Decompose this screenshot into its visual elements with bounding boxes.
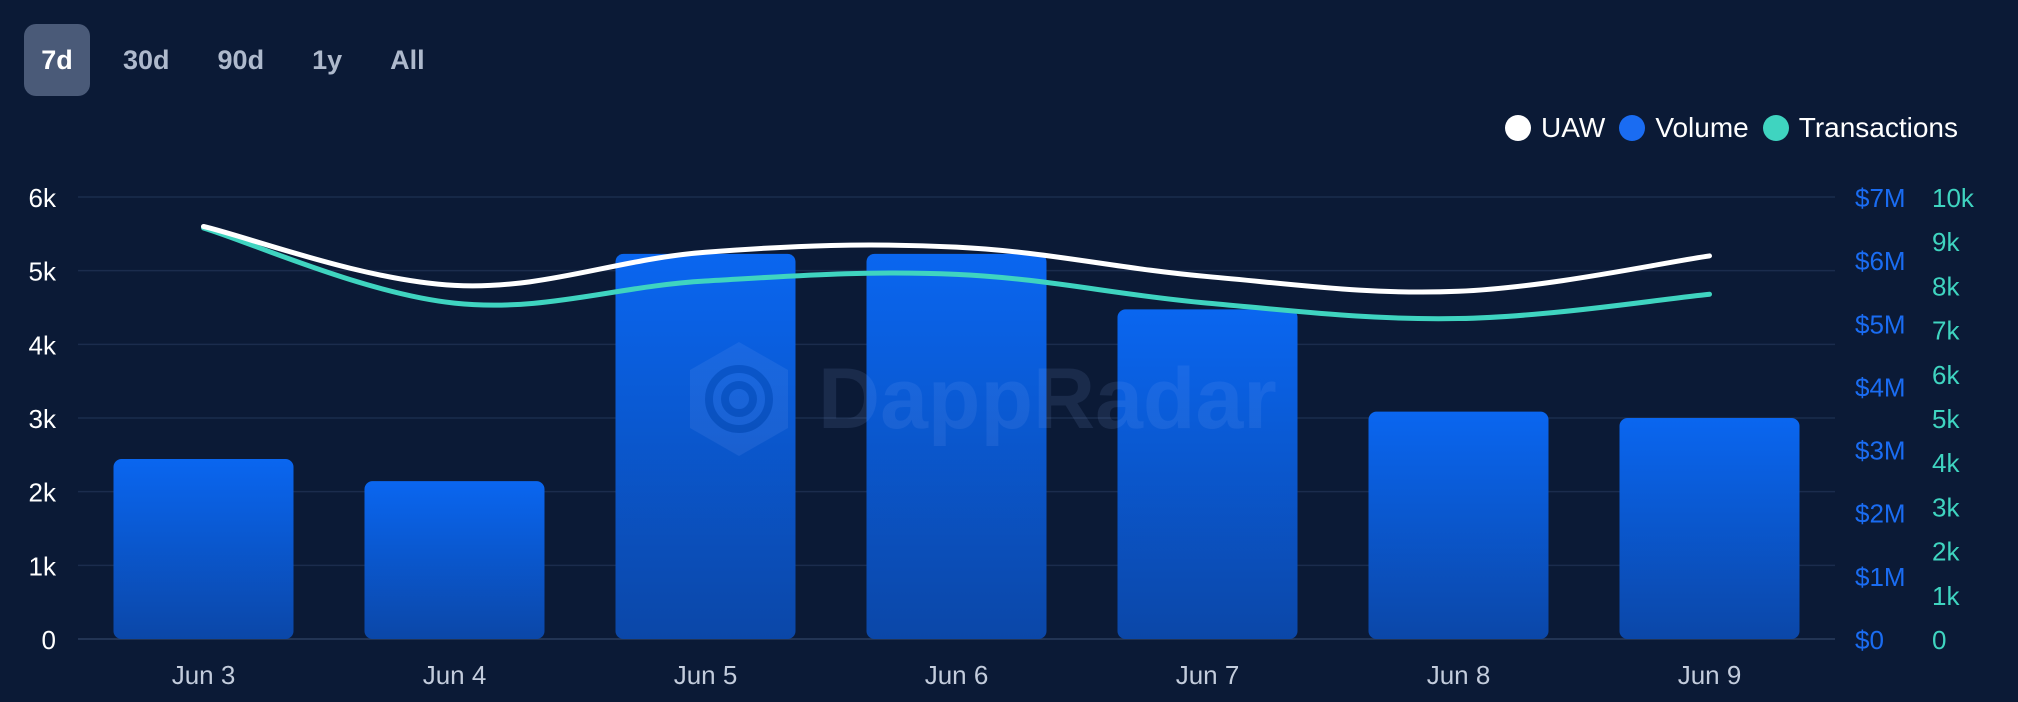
legend-item-uaw[interactable]: UAW — [1505, 112, 1605, 144]
y-right-count-tick-label: 6k — [1932, 360, 1960, 390]
y-right-count-tick-label: 3k — [1932, 492, 1960, 522]
y-right-usd-tick-label: $5M — [1855, 309, 1906, 339]
tab-all[interactable]: All — [390, 44, 425, 75]
y-right-count-tick-label: 4k — [1932, 448, 1960, 478]
tab-90d[interactable]: 90d — [217, 44, 265, 75]
y-left-tick-label: 3k — [29, 404, 57, 434]
y-left-tick-label: 6k — [29, 183, 57, 213]
time-range-tabs: 7d 30d 90d 1y All — [24, 24, 458, 96]
y-left-tick-label: 0 — [42, 625, 56, 655]
uaw-line — [201, 223, 1712, 295]
x-tick-label: Jun 9 — [1678, 660, 1742, 690]
volume-bar — [1117, 309, 1298, 639]
x-tick-label: Jun 7 — [1176, 660, 1240, 690]
y-right-count-tick-label: 0 — [1932, 625, 1946, 655]
y-right-count-tick-label: 9k — [1932, 227, 1960, 257]
y-right-count-tick-label: 7k — [1932, 316, 1960, 346]
y-right-count-tick-label: 1k — [1932, 581, 1960, 611]
volume-bar — [1619, 418, 1800, 639]
volume-bar — [1368, 411, 1549, 639]
y-right-usd-tick-label: $7M — [1855, 183, 1906, 213]
x-tick-label: Jun 4 — [423, 660, 487, 690]
tab-30d[interactable]: 30d — [123, 44, 170, 75]
transactions-dot-icon — [1762, 115, 1789, 141]
legend-item-volume[interactable]: Volume — [1619, 112, 1749, 144]
y-right-usd-tick-label: $2M — [1855, 499, 1906, 529]
y-right-usd-tick-label: $0 — [1855, 625, 1884, 655]
legend-label-transactions: Transactions — [1798, 112, 1958, 143]
y-right-count-tick-label: 2k — [1932, 537, 1960, 567]
volume-bar — [615, 253, 796, 640]
x-tick-label: Jun 5 — [674, 660, 738, 690]
y-left-tick-label: 4k — [29, 330, 57, 360]
y-right-usd-tick-label: $6M — [1855, 246, 1906, 276]
y-right-usd-tick-label: $1M — [1855, 562, 1906, 592]
x-tick-label: Jun 8 — [1427, 660, 1491, 690]
y-left-tick-label: 5k — [29, 257, 57, 287]
legend-item-transactions[interactable]: Transactions — [1762, 112, 1958, 144]
x-tick-label: Jun 6 — [925, 660, 989, 690]
volume-bar — [364, 481, 545, 639]
volume-bar — [866, 253, 1047, 640]
y-right-count-tick-label: 5k — [1932, 404, 1960, 434]
tab-7d[interactable]: 7d — [24, 24, 90, 96]
y-right-count-tick-label: 8k — [1932, 271, 1960, 301]
legend-label-uaw: UAW — [1541, 112, 1606, 143]
volume-bar — [113, 459, 294, 639]
uaw-dot-icon — [1505, 115, 1532, 141]
chart-legend: UAW Volume Transactions — [1491, 112, 1958, 144]
y-right-usd-tick-label: $4M — [1855, 372, 1906, 402]
y-left-tick-label: 1k — [29, 551, 57, 581]
transactions-line — [201, 225, 1712, 322]
y-right-usd-tick-label: $3M — [1855, 436, 1906, 466]
x-tick-label: Jun 3 — [172, 660, 236, 690]
y-left-tick-label: 2k — [29, 478, 57, 508]
legend-label-volume: Volume — [1655, 112, 1749, 143]
volume-dot-icon — [1619, 115, 1646, 141]
y-right-count-tick-label: 10k — [1932, 183, 1975, 213]
tab-1y[interactable]: 1y — [312, 44, 343, 75]
